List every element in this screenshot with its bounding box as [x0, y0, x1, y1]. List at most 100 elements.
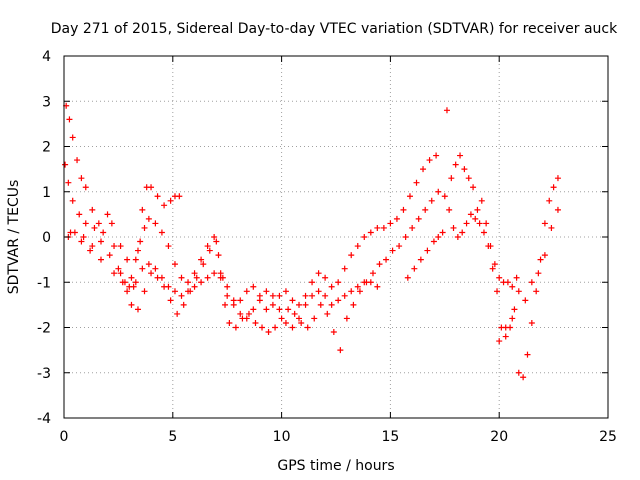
data-point	[215, 252, 222, 259]
y-tick-label: 3	[42, 94, 51, 110]
data-point	[126, 283, 133, 290]
data-point	[441, 193, 448, 200]
data-point	[541, 220, 548, 227]
data-point	[224, 292, 231, 299]
data-point	[417, 256, 424, 263]
data-point	[409, 224, 416, 231]
data-point	[430, 238, 437, 245]
data-point	[158, 274, 165, 281]
data-point	[478, 197, 485, 204]
data-point	[504, 279, 511, 286]
data-point	[457, 152, 464, 159]
data-point	[226, 319, 233, 326]
data-point	[100, 229, 107, 236]
data-point	[426, 157, 433, 164]
data-point	[165, 283, 172, 290]
data-point	[78, 175, 85, 182]
data-point	[491, 261, 498, 268]
data-point	[328, 301, 335, 308]
data-point	[67, 229, 74, 236]
series-track-b	[62, 152, 440, 313]
data-point	[80, 234, 87, 240]
data-point	[176, 193, 183, 200]
data-point	[509, 315, 516, 322]
data-point	[62, 161, 69, 168]
y-tick-labels: -4 -3 -2 -1 0 1 2 3 4	[37, 49, 51, 427]
data-point	[515, 369, 522, 376]
data-point	[302, 292, 309, 299]
data-point	[213, 238, 220, 245]
data-point	[148, 184, 155, 191]
x-tick-label: 5	[168, 429, 177, 445]
data-point	[217, 274, 224, 281]
data-point	[350, 301, 357, 308]
data-point	[152, 220, 159, 227]
data-point	[424, 247, 431, 254]
data-point	[354, 283, 361, 290]
data-point	[141, 288, 148, 295]
data-point	[171, 288, 178, 295]
data-point	[524, 351, 531, 358]
x-tick-label: 0	[60, 429, 69, 445]
data-point	[141, 224, 148, 231]
data-point	[152, 265, 159, 272]
data-point	[252, 319, 259, 326]
data-point	[185, 288, 192, 295]
data-point	[400, 206, 407, 213]
data-point	[139, 206, 146, 213]
data-point	[185, 279, 192, 286]
data-point	[250, 306, 257, 313]
data-point	[496, 338, 503, 345]
data-point	[461, 166, 468, 173]
x-tick-label: 25	[599, 429, 617, 445]
series-track-g	[496, 206, 561, 345]
data-point	[243, 288, 250, 295]
data-point	[348, 288, 355, 295]
data-point	[361, 234, 368, 240]
data-point	[450, 224, 457, 231]
data-point	[269, 301, 276, 308]
x-tick-label: 20	[490, 429, 508, 445]
data-point	[174, 310, 181, 317]
data-point	[502, 333, 509, 340]
data-point	[124, 256, 131, 263]
data-point	[474, 206, 481, 213]
data-point	[476, 220, 483, 227]
y-tick-label: -3	[37, 366, 51, 382]
data-point	[276, 306, 283, 313]
data-point	[178, 292, 185, 299]
data-point	[496, 274, 503, 281]
data-point	[452, 161, 459, 168]
data-point	[337, 347, 344, 354]
data-point	[97, 256, 104, 263]
data-point	[354, 243, 361, 250]
data-point	[520, 374, 527, 381]
series-track-a	[63, 102, 183, 295]
data-point	[374, 283, 381, 290]
data-point	[289, 324, 296, 331]
chart-title: Day 271 of 2015, Sidereal Day-to-day VTE…	[51, 21, 618, 37]
data-point	[97, 238, 104, 245]
data-point	[224, 283, 231, 290]
data-point	[243, 315, 250, 322]
data-point	[528, 319, 535, 326]
y-tick-label: -4	[37, 411, 51, 427]
y-tick-label: 2	[42, 140, 51, 156]
data-point	[232, 324, 239, 331]
data-points	[62, 102, 561, 381]
data-point	[422, 206, 429, 213]
data-point	[145, 261, 152, 268]
data-point	[537, 256, 544, 263]
data-point	[91, 224, 98, 231]
data-point	[134, 306, 141, 313]
data-point	[335, 297, 342, 304]
data-point	[380, 224, 387, 231]
data-point	[554, 175, 561, 182]
data-point	[541, 252, 548, 259]
data-point	[515, 288, 522, 295]
data-point	[374, 224, 381, 231]
data-point	[104, 211, 111, 218]
y-tick-label: 4	[42, 49, 51, 65]
data-point	[546, 197, 553, 204]
